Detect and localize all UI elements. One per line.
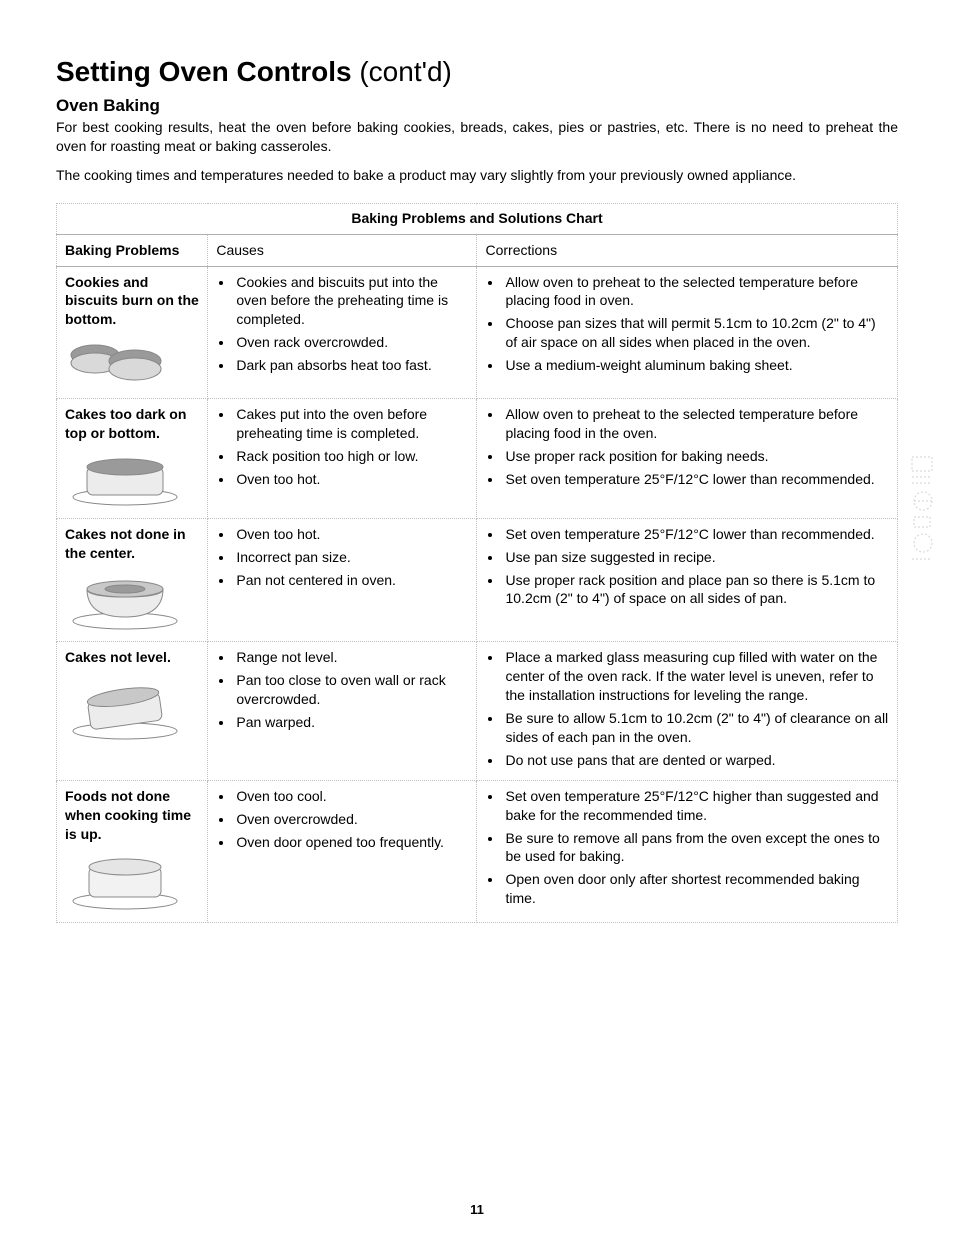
causes-list: Cakes put into the oven before preheatin… <box>216 405 468 489</box>
correction-item: Use a medium-weight aluminum baking shee… <box>503 356 889 375</box>
correction-item: Set oven temperature 25°F/12°C lower tha… <box>503 525 889 544</box>
corrections-cell: Set oven temperature 25°F/12°C higher th… <box>477 780 898 923</box>
cake-dark-icon <box>65 447 199 512</box>
causes-cell: Cakes put into the oven before preheatin… <box>208 399 477 519</box>
manual-page: Setting Oven Controls (cont'd) Oven Baki… <box>0 0 954 1235</box>
correction-item: Open oven door only after shortest recom… <box>503 870 889 908</box>
corrections-list: Set oven temperature 25°F/12°C higher th… <box>485 787 889 908</box>
correction-item: Be sure to remove all pans from the oven… <box>503 829 889 867</box>
correction-item: Set oven temperature 25°F/12°C lower tha… <box>503 470 889 489</box>
corrections-cell: Allow oven to preheat to the selected te… <box>477 266 898 399</box>
baking-problems-table: Baking Problems and Solutions Chart Baki… <box>56 203 898 924</box>
corrections-list: Allow oven to preheat to the selected te… <box>485 273 889 375</box>
cause-item: Incorrect pan size. <box>234 548 468 567</box>
corrections-cell: Set oven temperature 25°F/12°C lower tha… <box>477 518 898 642</box>
causes-list: Oven too cool. Oven overcrowded. Oven do… <box>216 787 468 852</box>
cake-tilt-icon <box>65 671 199 746</box>
cake-plain-icon <box>65 847 199 916</box>
correction-item: Set oven temperature 25°F/12°C higher th… <box>503 787 889 825</box>
table-row: Cakes not level. Range not level <box>57 642 898 780</box>
cause-item: Pan warped. <box>234 713 468 732</box>
correction-item: Place a marked glass measuring cup fille… <box>503 648 889 705</box>
table-row: Foods not done when cooking time is up. … <box>57 780 898 923</box>
causes-list: Oven too hot. Incorrect pan size. Pan no… <box>216 525 468 590</box>
intro-paragraph-1: For best cooking results, heat the oven … <box>56 118 898 156</box>
problem-cell: Cookies and biscuits burn on the bottom. <box>57 266 208 399</box>
causes-cell: Range not level. Pan too close to oven w… <box>208 642 477 780</box>
cause-item: Pan too close to oven wall or rack overc… <box>234 671 468 709</box>
correction-item: Choose pan sizes that will permit 5.1cm … <box>503 314 889 352</box>
causes-cell: Oven too hot. Incorrect pan size. Pan no… <box>208 518 477 642</box>
cause-item: Oven door opened too frequently. <box>234 833 468 852</box>
table-row: Cakes not done in the center. Oven too h… <box>57 518 898 642</box>
page-title: Setting Oven Controls (cont'd) <box>56 56 898 88</box>
table-row: Cookies and biscuits burn on the bottom. <box>57 266 898 399</box>
cake-center-icon <box>65 567 199 636</box>
correction-item: Use pan size suggested in recipe. <box>503 548 889 567</box>
causes-cell: Cookies and biscuits put into the oven b… <box>208 266 477 399</box>
side-tab-decoration-icon <box>910 455 936 565</box>
causes-list: Range not level. Pan too close to oven w… <box>216 648 468 732</box>
problem-cell: Cakes not done in the center. <box>57 518 208 642</box>
page-number: 11 <box>0 1202 954 1217</box>
cause-item: Pan not centered in oven. <box>234 571 468 590</box>
cause-item: Dark pan absorbs heat too fast. <box>234 356 468 375</box>
correction-item: Allow oven to preheat to the selected te… <box>503 405 889 443</box>
correction-item: Use proper rack position for baking need… <box>503 447 889 466</box>
corrections-list: Place a marked glass measuring cup fille… <box>485 648 889 769</box>
title-main: Setting Oven Controls <box>56 56 352 87</box>
problem-cell: Cakes too dark on top or bottom. <box>57 399 208 519</box>
problem-cell: Foods not done when cooking time is up. <box>57 780 208 923</box>
cause-item: Oven too hot. <box>234 525 468 544</box>
problem-label: Foods not done when cooking time is up. <box>65 787 199 844</box>
section-heading: Oven Baking <box>56 96 898 116</box>
cause-item: Range not level. <box>234 648 468 667</box>
correction-item: Do not use pans that are dented or warpe… <box>503 751 889 770</box>
corrections-list: Allow oven to preheat to the selected te… <box>485 405 889 489</box>
problem-label: Cookies and biscuits burn on the bottom. <box>65 273 199 330</box>
cause-item: Oven overcrowded. <box>234 810 468 829</box>
intro-paragraph-2: The cooking times and temperatures neede… <box>56 166 898 185</box>
causes-list: Cookies and biscuits put into the oven b… <box>216 273 468 375</box>
problem-label: Cakes too dark on top or bottom. <box>65 405 199 443</box>
correction-item: Use proper rack position and place pan s… <box>503 571 889 609</box>
cause-item: Rack position too high or low. <box>234 447 468 466</box>
problem-cell: Cakes not level. <box>57 642 208 780</box>
corrections-cell: Allow oven to preheat to the selected te… <box>477 399 898 519</box>
correction-item: Be sure to allow 5.1cm to 10.2cm (2" to … <box>503 709 889 747</box>
problem-label: Cakes not done in the center. <box>65 525 199 563</box>
cause-item: Cakes put into the oven before preheatin… <box>234 405 468 443</box>
corrections-list: Set oven temperature 25°F/12°C lower tha… <box>485 525 889 609</box>
cause-item: Oven rack overcrowded. <box>234 333 468 352</box>
table-header-row: Baking Problems Causes Corrections <box>57 234 898 266</box>
causes-cell: Oven too cool. Oven overcrowded. Oven do… <box>208 780 477 923</box>
chart-title: Baking Problems and Solutions Chart <box>57 203 898 234</box>
col-header-problems: Baking Problems <box>57 234 208 266</box>
problem-label: Cakes not level. <box>65 648 199 667</box>
corrections-cell: Place a marked glass measuring cup fille… <box>477 642 898 780</box>
table-row: Cakes too dark on top or bottom. Cakes p… <box>57 399 898 519</box>
cause-item: Oven too hot. <box>234 470 468 489</box>
cause-item: Oven too cool. <box>234 787 468 806</box>
table-title-row: Baking Problems and Solutions Chart <box>57 203 898 234</box>
cause-item: Cookies and biscuits put into the oven b… <box>234 273 468 330</box>
correction-item: Allow oven to preheat to the selected te… <box>503 273 889 311</box>
title-suffix: (cont'd) <box>352 56 452 87</box>
col-header-corrections: Corrections <box>477 234 898 266</box>
col-header-causes: Causes <box>208 234 477 266</box>
baking-chart-wrapper: Baking Problems and Solutions Chart Baki… <box>56 203 898 924</box>
cookies-icon <box>65 333 199 392</box>
